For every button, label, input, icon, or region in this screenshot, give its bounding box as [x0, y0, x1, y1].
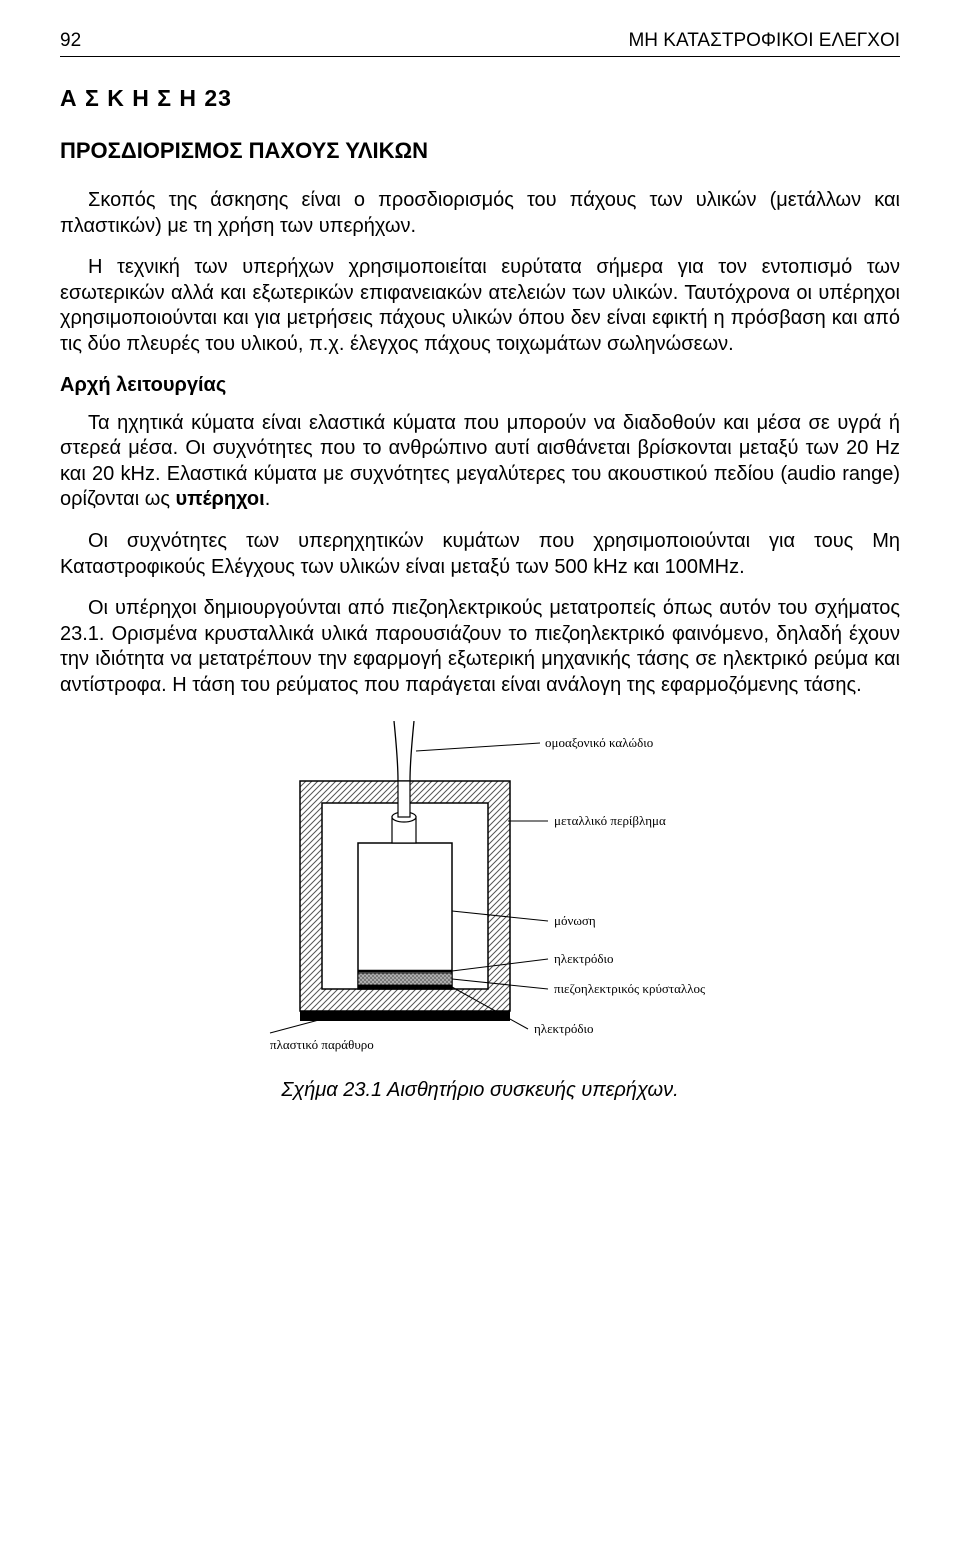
para-piezo: Οι υπέρηχοι δημιουργούνται από πιεζοηλεκ… — [60, 596, 900, 698]
label-insulation: μόνωση — [554, 913, 596, 928]
figure-caption: Σχήμα 23.1 Αισθητήριο συσκευής υπερήχων. — [240, 1079, 720, 1102]
subtitle: ΠΡΟΣΔΙΟΡΙΣΜΟΣ ΠΑΧΟΥΣ ΥΛΙΚΩΝ — [60, 138, 900, 164]
para3-c: . — [265, 488, 271, 510]
label-electrode-top: ηλεκτρόδιο — [554, 951, 613, 966]
para3-b-bold: υπέρηχοι — [176, 488, 265, 510]
label-piezo-crystal: πιεζοηλεκτρικός κρύσταλλος — [554, 981, 706, 996]
label-coax-cable: ομοαξονικό καλώδιο — [545, 735, 653, 750]
label-electrode-bottom: ηλεκτρόδιο — [534, 1021, 593, 1036]
header-rule — [60, 56, 900, 57]
section-heading: Αρχή λειτουργίας — [60, 374, 900, 397]
transducer-diagram: ομοαξονικό καλώδιο μεταλλικό περίβλημα μ… — [240, 721, 720, 1061]
page-number: 92 — [60, 30, 81, 52]
figure-transducer: ομοαξονικό καλώδιο μεταλλικό περίβλημα μ… — [240, 721, 720, 1102]
para-scope: Σκοπός της άσκησης είναι ο προσδιορισμός… — [60, 188, 900, 239]
para-principle-1: Τα ηχητικά κύματα είναι ελαστικά κύματα … — [60, 411, 900, 513]
para-frequencies: Οι συχνότητες των υπερηχητικών κυμάτων π… — [60, 529, 900, 580]
label-plastic-window: πλαστικό παράθυρο — [270, 1037, 374, 1052]
exercise-title: Α Σ Κ Η Σ Η 23 — [60, 85, 900, 112]
label-metal-casing: μεταλλικό περίβλημα — [554, 813, 666, 828]
para-technique: Η τεχνική των υπερήχων χρησιμοποιείται ε… — [60, 255, 900, 357]
header-title: ΜΗ ΚΑΤΑΣΤΡΟΦΙΚΟΙ ΕΛΕΓΧΟΙ — [628, 30, 900, 52]
